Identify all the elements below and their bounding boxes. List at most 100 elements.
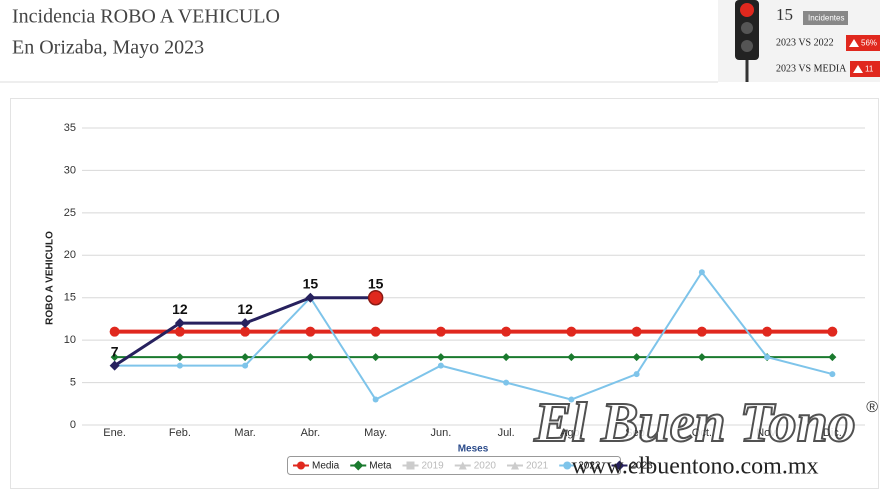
x-tick-label: Sep. (625, 427, 648, 439)
marker (563, 461, 572, 470)
subtitle: En Orizaba, Mayo 2023 (12, 37, 204, 59)
legend-label: 2019 (421, 461, 444, 472)
x-tick-label: Jul. (498, 427, 515, 439)
marker (109, 326, 120, 337)
watermark-url: www.elbuentono.com.mx (571, 454, 818, 480)
title: Incidencia ROBO A VEHICULO (12, 6, 280, 28)
x-axis-title: Meses (458, 444, 489, 455)
count-badge (803, 11, 848, 25)
x-tick-label: May. (364, 427, 387, 439)
marker (827, 326, 838, 337)
marker (436, 353, 445, 362)
count: 15 (776, 5, 793, 24)
y-tick-label: 5 (70, 376, 76, 388)
marker (501, 326, 512, 337)
marker (240, 326, 251, 337)
data-label: 15 (303, 275, 319, 291)
marker (828, 353, 837, 362)
data-label: 12 (237, 301, 253, 317)
marker (502, 353, 511, 362)
marker (614, 460, 625, 471)
x-tick-label: Jun. (430, 427, 451, 439)
y-tick-label: 30 (64, 164, 76, 176)
marker (175, 353, 184, 362)
marker (305, 292, 316, 303)
marker (698, 269, 705, 276)
light-green (741, 40, 753, 52)
compare-label: 2023 VS MEDIA (776, 63, 847, 74)
light-red (740, 3, 754, 17)
marker (762, 326, 773, 337)
marker (370, 326, 381, 337)
marker (829, 371, 836, 378)
marker (406, 461, 415, 470)
x-tick-label: Mar. (234, 427, 255, 439)
marker (372, 396, 379, 403)
arrow-up (853, 65, 863, 73)
marker (109, 360, 120, 371)
series-line (114, 270, 833, 401)
marker (632, 353, 641, 362)
y-axis-title: ROBO A VEHICULO (45, 231, 56, 325)
marker (297, 461, 305, 470)
marker (110, 353, 119, 362)
marker (458, 461, 467, 470)
light-yellow (741, 22, 753, 34)
watermark-brand: El Buen Tono (533, 392, 856, 454)
marker (696, 326, 707, 337)
marker (631, 326, 642, 337)
marker (371, 353, 380, 362)
marker (306, 353, 315, 362)
marker (568, 396, 575, 403)
legend-label: Meta (369, 461, 392, 472)
marker (305, 326, 316, 337)
y-tick-label: 25 (64, 207, 76, 219)
data-label: 15 (368, 275, 384, 291)
count-label: Incidentes (808, 14, 844, 23)
marker (503, 379, 510, 386)
legend-label: 2022 (578, 461, 601, 472)
y-tick-label: 15 (64, 292, 76, 304)
marker (353, 460, 364, 471)
marker (241, 353, 250, 362)
legend-label: Media (312, 461, 340, 472)
plot: 0 5 10 15 20 25 30 35 Ene. Feb. Mar. Abr. May. Jun. Ju… (64, 122, 865, 439)
arrow-up (849, 39, 859, 47)
marker (437, 362, 444, 369)
legend-items: Media Meta 2019 2020 2021 2022 2023 (293, 460, 653, 472)
legend-label: 2023 (630, 461, 653, 472)
marker (367, 289, 384, 306)
y-tick-label: 0 (70, 419, 76, 431)
marker (174, 318, 185, 329)
marker (435, 326, 446, 337)
data-label: 7 (111, 343, 119, 359)
compare-label: 2023 VS 2022 (776, 37, 834, 48)
marker (240, 318, 251, 329)
marker (174, 326, 185, 337)
marker (567, 353, 576, 362)
badge-text: 11 (865, 65, 874, 74)
marker (510, 461, 519, 470)
x-tick-label: Abr. (301, 427, 321, 439)
legend-label: 2020 (474, 461, 497, 472)
chart-frame (10, 98, 879, 489)
marker (764, 354, 771, 361)
x-tick-label: Dic. (823, 427, 842, 439)
marker (176, 362, 183, 369)
y-tick-label: 35 (64, 122, 76, 134)
marker (697, 353, 706, 362)
marker (633, 371, 640, 378)
x-tick-label: Nov. (756, 427, 778, 439)
badge-text: 56% (861, 39, 877, 48)
x-tick-label: Oct. (692, 427, 712, 439)
x-tick-label: Ago. (560, 427, 583, 439)
marker (566, 326, 577, 337)
x-tick-label: Feb. (169, 427, 191, 439)
registered-mark: ® (866, 399, 878, 416)
legend-label: 2021 (526, 461, 549, 472)
y-tick-label: 20 (64, 249, 76, 261)
x-tick-label: Ene. (103, 427, 126, 439)
marker (242, 362, 249, 369)
data-label: 12 (172, 301, 188, 317)
